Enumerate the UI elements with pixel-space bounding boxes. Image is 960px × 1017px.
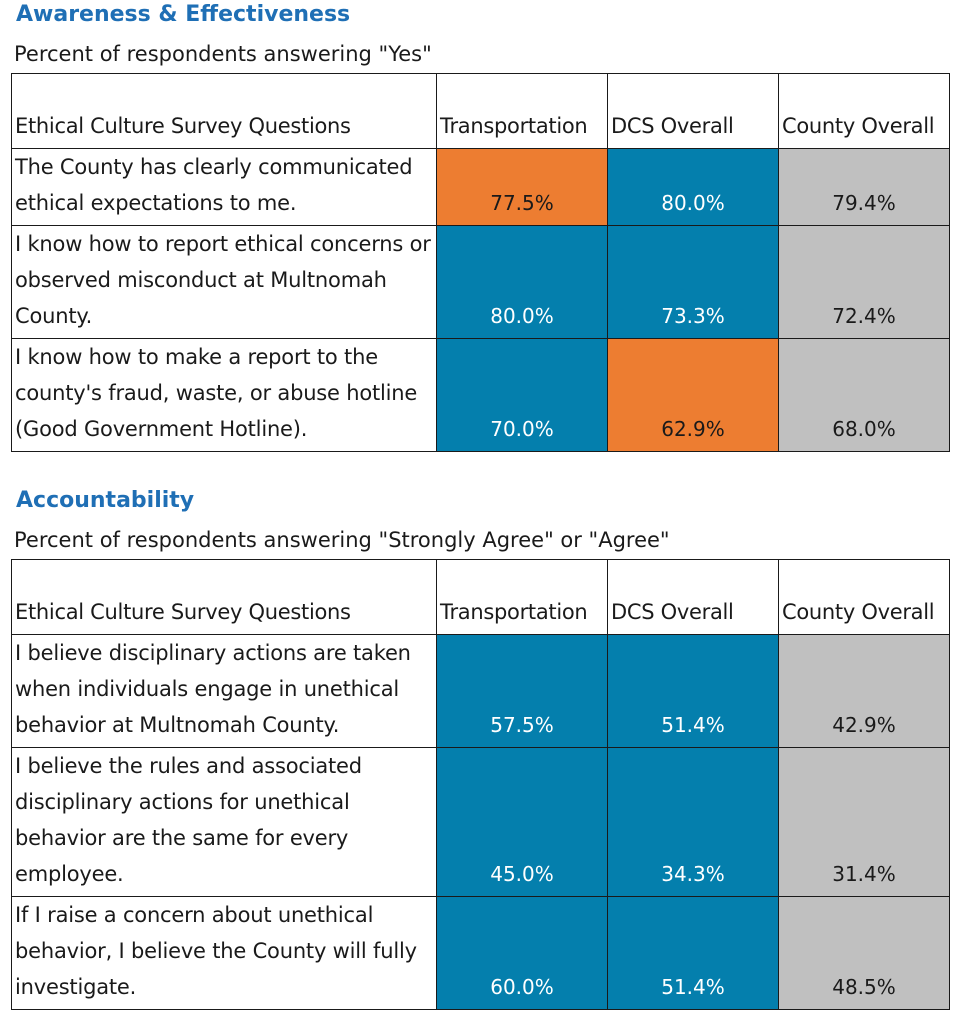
header-county-overall: County Overall	[778, 73, 950, 149]
header-dcs-overall: DCS Overall	[607, 559, 779, 635]
dcs-overall-value: 51.4%	[607, 634, 779, 748]
table-header-row: Ethical Culture Survey Questions Transpo…	[11, 559, 950, 635]
table-row: The County has clearly communicated ethi…	[11, 148, 950, 226]
county-overall-value: 48.5%	[778, 896, 950, 1010]
header-questions: Ethical Culture Survey Questions	[11, 559, 437, 635]
header-questions: Ethical Culture Survey Questions	[11, 73, 437, 149]
transportation-value: 70.0%	[436, 338, 608, 452]
dcs-overall-value: 51.4%	[607, 896, 779, 1010]
table-row: I believe the rules and associated disci…	[11, 747, 950, 897]
question-cell: If I raise a concern about unethical beh…	[11, 896, 437, 1010]
transportation-value: 60.0%	[436, 896, 608, 1010]
dcs-overall-value: 34.3%	[607, 747, 779, 897]
table-header-row: Ethical Culture Survey Questions Transpo…	[11, 73, 950, 149]
header-transportation: Transportation	[436, 559, 608, 635]
table-row: I know how to make a report to the count…	[11, 338, 950, 452]
header-county-overall: County Overall	[778, 559, 950, 635]
dcs-overall-value: 62.9%	[607, 338, 779, 452]
question-cell: The County has clearly communicated ethi…	[11, 148, 437, 226]
section-subtitle-awareness: Percent of respondents answering "Yes"	[14, 42, 432, 66]
table-row: If I raise a concern about unethical beh…	[11, 896, 950, 1010]
awareness-table: Ethical Culture Survey Questions Transpo…	[11, 73, 950, 452]
county-overall-value: 72.4%	[778, 225, 950, 339]
question-cell: I believe the rules and associated disci…	[11, 747, 437, 897]
accountability-table: Ethical Culture Survey Questions Transpo…	[11, 559, 950, 1010]
table-row: I know how to report ethical concerns or…	[11, 225, 950, 339]
dcs-overall-value: 73.3%	[607, 225, 779, 339]
county-overall-value: 31.4%	[778, 747, 950, 897]
transportation-value: 57.5%	[436, 634, 608, 748]
transportation-value: 80.0%	[436, 225, 608, 339]
transportation-value: 77.5%	[436, 148, 608, 226]
header-transportation: Transportation	[436, 73, 608, 149]
county-overall-value: 68.0%	[778, 338, 950, 452]
question-cell: I know how to report ethical concerns or…	[11, 225, 437, 339]
section-subtitle-accountability: Percent of respondents answering "Strong…	[14, 528, 670, 552]
section-title-awareness: Awareness & Effectiveness	[16, 2, 351, 27]
header-dcs-overall: DCS Overall	[607, 73, 779, 149]
question-cell: I believe disciplinary actions are taken…	[11, 634, 437, 748]
table-row: I believe disciplinary actions are taken…	[11, 634, 950, 748]
county-overall-value: 42.9%	[778, 634, 950, 748]
section-title-accountability: Accountability	[16, 488, 195, 513]
question-cell: I know how to make a report to the count…	[11, 338, 437, 452]
dcs-overall-value: 80.0%	[607, 148, 779, 226]
transportation-value: 45.0%	[436, 747, 608, 897]
county-overall-value: 79.4%	[778, 148, 950, 226]
